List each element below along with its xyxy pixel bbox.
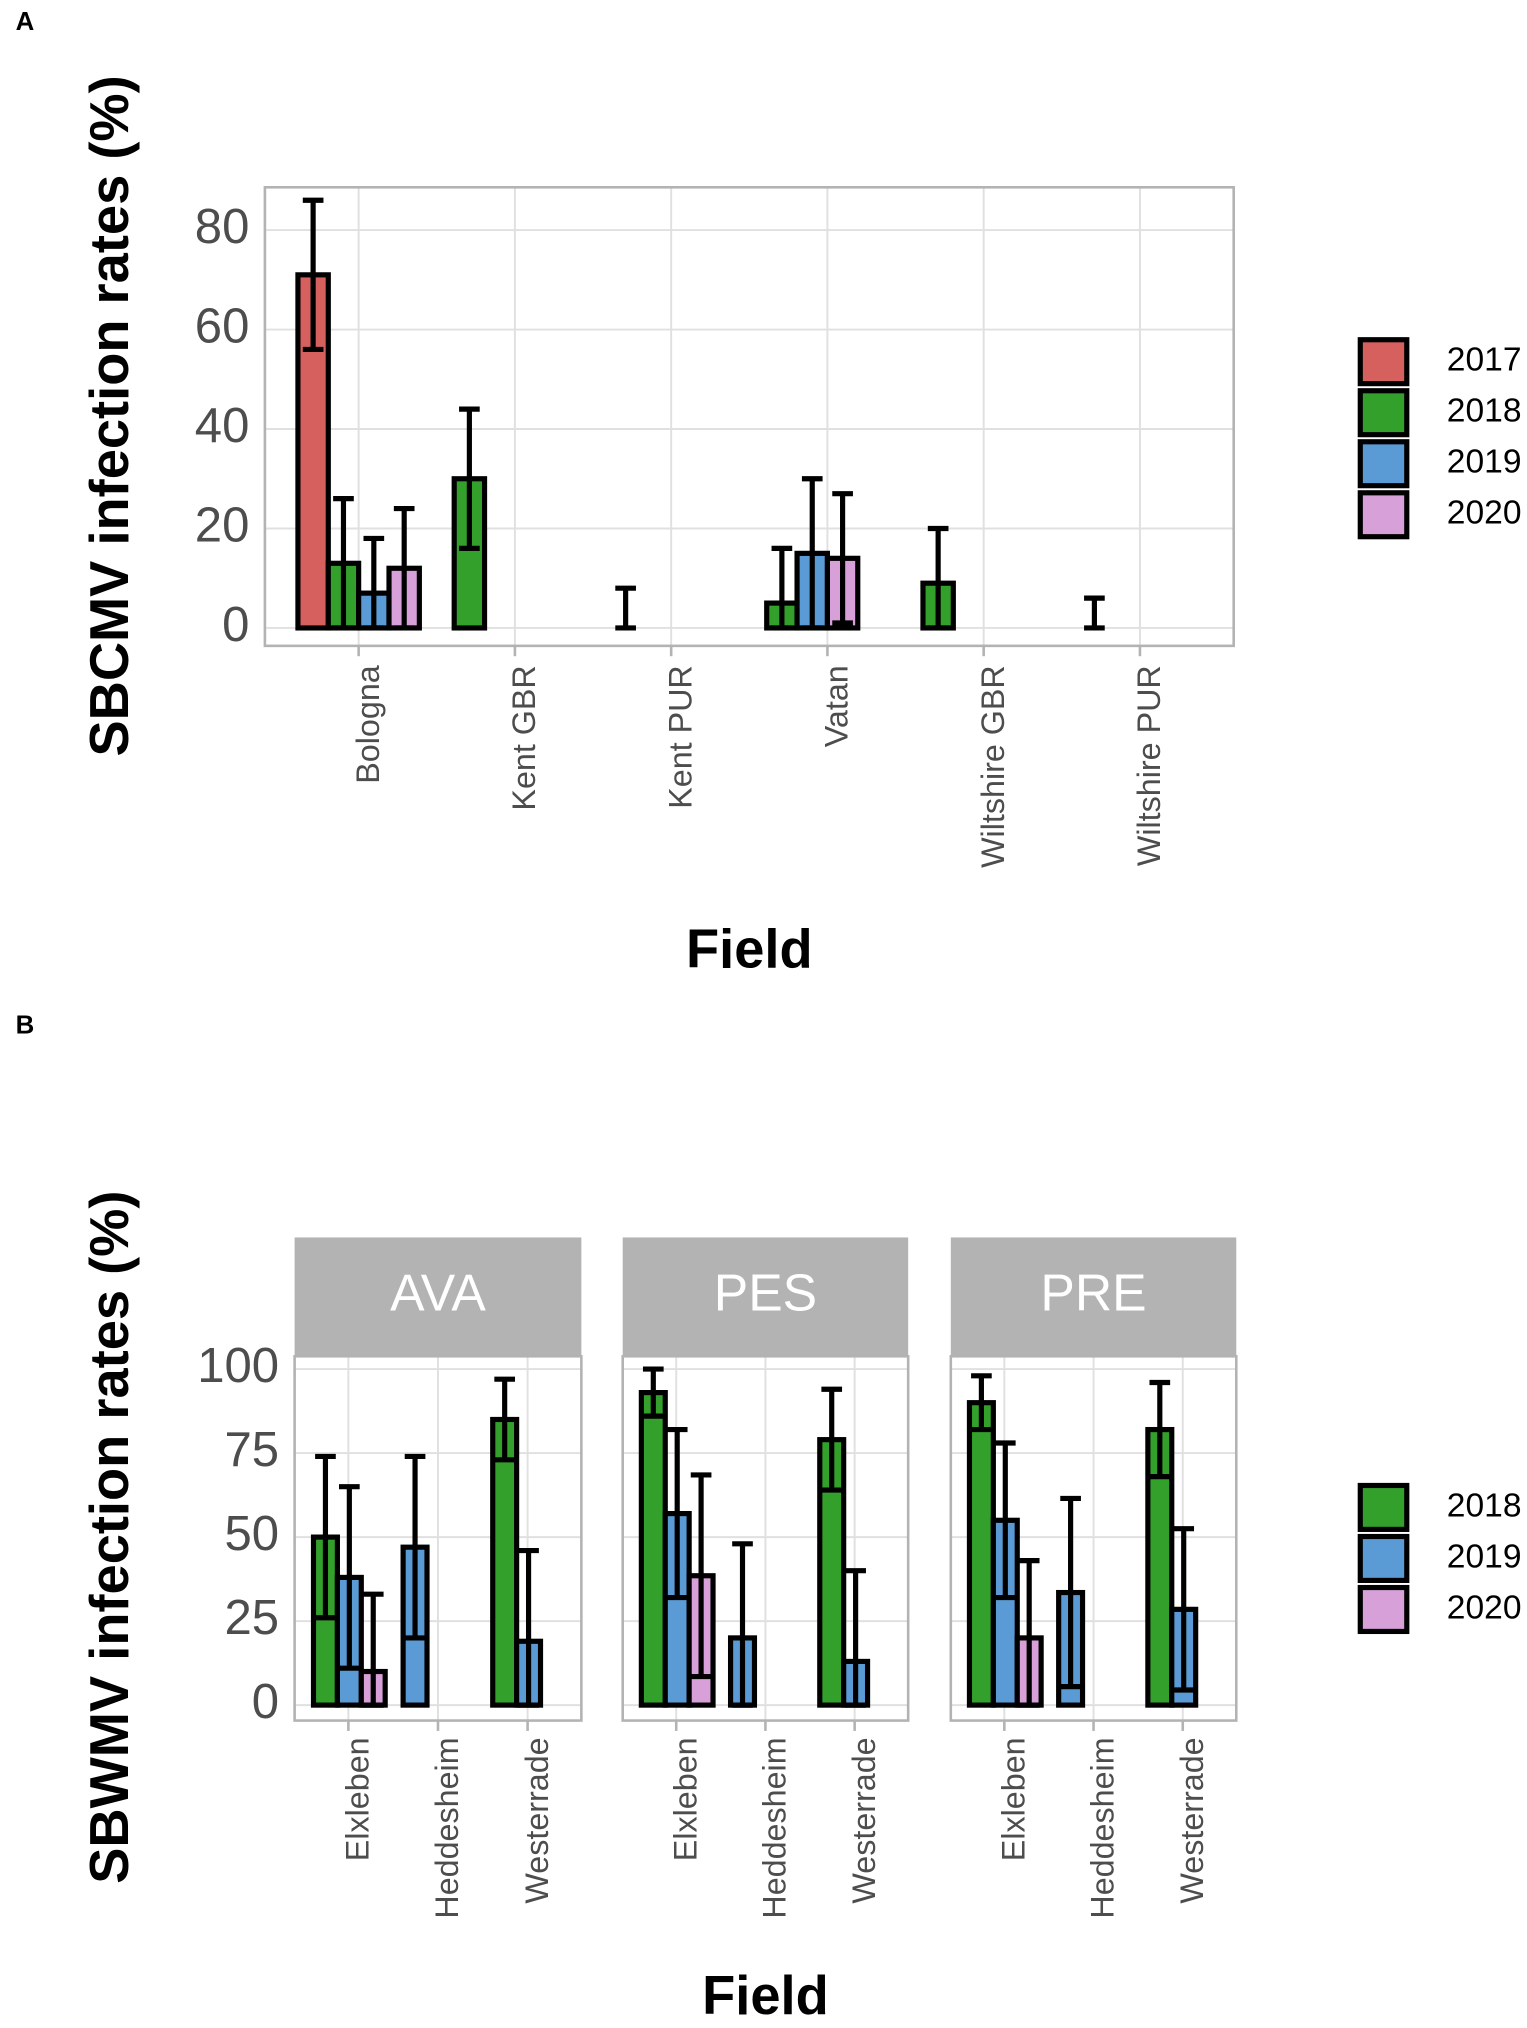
- x-tick-label: Bologna: [350, 665, 386, 784]
- x-axis-title: Field: [686, 920, 813, 980]
- strip-label: AVA: [390, 1264, 486, 1322]
- error-bar: [1173, 1526, 1195, 1693]
- error-bar: [494, 1376, 516, 1463]
- x-tick-label: Elxleben: [340, 1737, 376, 1861]
- strip: [294, 1237, 582, 1357]
- error-bar: [994, 1440, 1016, 1601]
- panel-border: [949, 1355, 1238, 1722]
- error-bar: [801, 476, 823, 631]
- y-tick-label: 60: [195, 300, 250, 354]
- y-tick-label: 50: [225, 1507, 280, 1561]
- legend-label: 2020: [1447, 495, 1522, 532]
- error-bar: [459, 406, 480, 551]
- x-tick-label: Heddesheim: [757, 1737, 793, 1918]
- panel: [264, 187, 1234, 646]
- legend-key: [1357, 337, 1410, 387]
- bar: [966, 1400, 996, 1708]
- x-tick-label: Heddesheim: [1085, 1737, 1121, 1918]
- legend-key: [1357, 439, 1410, 489]
- x-tick-label: Vatan: [819, 665, 855, 747]
- error-bar: [518, 1547, 539, 1708]
- error-bar: [339, 1484, 360, 1671]
- y-tick-label: 0: [252, 1675, 279, 1729]
- error-bar: [302, 197, 324, 353]
- legend-label: 2017: [1447, 342, 1522, 379]
- y-tick-label: 80: [195, 200, 250, 254]
- error-bar: [971, 1373, 992, 1433]
- x-tick-label: Heddesheim: [429, 1737, 465, 1918]
- error-bar: [333, 496, 354, 631]
- legend-key: [1357, 388, 1410, 438]
- x-tick-label: Wiltshire GBR: [975, 665, 1011, 868]
- legend-label: 2018: [1447, 393, 1522, 430]
- bar: [638, 1390, 668, 1708]
- error-bar: [1018, 1558, 1040, 1708]
- x-tick-label: Westerrade: [846, 1737, 882, 1903]
- x-tick-label: Kent GBR: [506, 665, 542, 810]
- error-bar: [927, 525, 949, 631]
- error-bar: [1060, 1495, 1081, 1690]
- x-tick-label: Elxleben: [995, 1737, 1031, 1861]
- legend-key: [1357, 1584, 1410, 1635]
- panel-border: [263, 186, 1235, 648]
- error-bar: [1084, 595, 1105, 631]
- x-tick-label: Westerrade: [519, 1737, 555, 1903]
- legend-key: [1357, 1533, 1410, 1584]
- error-bar: [615, 585, 636, 631]
- legend-label: 2018: [1447, 1487, 1522, 1524]
- error-bar: [666, 1426, 688, 1601]
- error-bar: [845, 1568, 866, 1708]
- strip: [622, 1237, 909, 1357]
- y-tick-label: 20: [195, 498, 250, 552]
- panel-border: [621, 1355, 910, 1722]
- x-tick-label: Kent PUR: [662, 665, 698, 809]
- error-bar: [363, 535, 385, 631]
- y-tick-label: 100: [197, 1339, 279, 1393]
- strip: [950, 1237, 1237, 1357]
- strip-label: PES: [714, 1264, 817, 1322]
- y-tick-label: 40: [195, 399, 250, 453]
- y-tick-label: 75: [225, 1423, 280, 1477]
- panel-label: B: [16, 1012, 35, 1040]
- error-bar: [315, 1453, 336, 1621]
- error-bar: [690, 1472, 712, 1680]
- error-bar: [821, 1386, 843, 1493]
- y-tick-label: 0: [222, 598, 249, 652]
- y-axis-title: SBCMV infection rates (%): [80, 75, 140, 756]
- legend-key: [1357, 490, 1410, 540]
- error-bar: [642, 1366, 664, 1419]
- error-bar: [362, 1591, 384, 1708]
- y-tick-label: 25: [225, 1591, 280, 1645]
- panel-label: A: [16, 8, 35, 36]
- strip-label: PRE: [1040, 1264, 1146, 1322]
- error-bar: [771, 545, 793, 631]
- legend-label: 2020: [1447, 1589, 1522, 1626]
- panel-border: [293, 1355, 583, 1722]
- x-tick-label: Elxleben: [667, 1737, 703, 1861]
- error-bar: [832, 491, 853, 626]
- x-axis-title: Field: [702, 1966, 829, 2026]
- error-bar: [1149, 1379, 1171, 1480]
- legend-label: 2019: [1447, 1538, 1522, 1575]
- y-axis-title: SBWMV infection rates (%): [80, 1191, 140, 1884]
- x-tick-label: Wiltshire PUR: [1131, 665, 1167, 866]
- legend-key: [1357, 1482, 1410, 1532]
- error-bar: [732, 1541, 753, 1708]
- error-bar: [393, 506, 415, 631]
- x-tick-label: Westerrade: [1174, 1737, 1210, 1903]
- legend-label: 2019: [1447, 444, 1522, 481]
- error-bar: [404, 1453, 426, 1641]
